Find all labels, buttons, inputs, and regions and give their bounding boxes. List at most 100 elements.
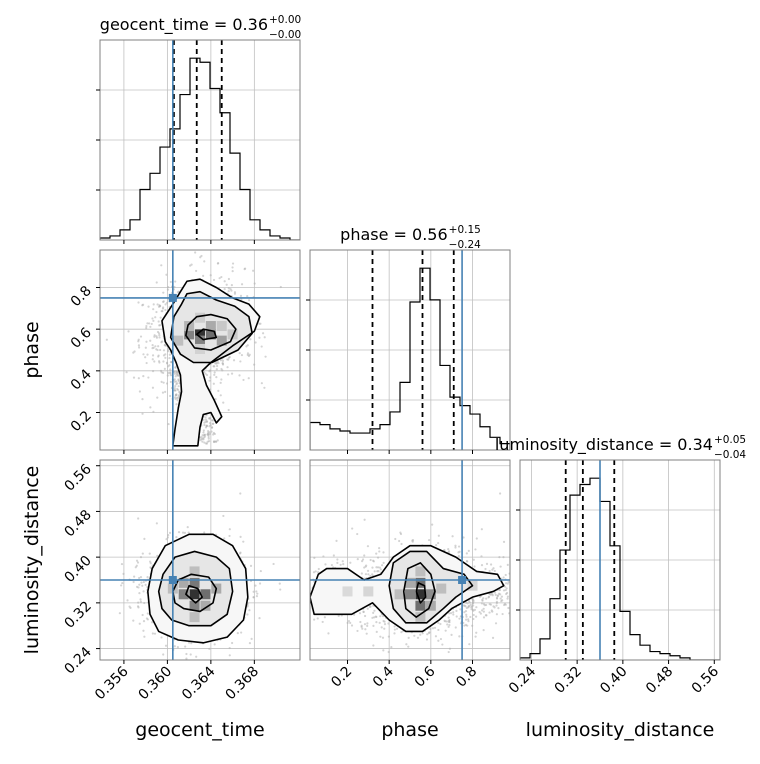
histogram-step-luminosity_distance	[520, 477, 720, 660]
scatter-point	[168, 353, 171, 356]
scatter-point	[248, 609, 251, 612]
scatter-point	[207, 417, 211, 420]
scatter-point	[378, 550, 381, 553]
scatter-point	[176, 399, 179, 402]
scatter-point	[506, 595, 510, 598]
scatter-point	[378, 546, 381, 550]
scatter-point	[371, 566, 374, 569]
scatter-point	[132, 580, 135, 584]
scatter-point	[215, 376, 218, 379]
title-upper-phase: +0.15	[449, 224, 481, 236]
scatter-point	[475, 631, 478, 634]
density-cell	[216, 335, 227, 346]
scatter-point	[137, 606, 140, 609]
scatter-point	[157, 345, 160, 348]
scatter-point	[165, 301, 169, 304]
scatter-point	[468, 601, 471, 604]
scatter-point	[174, 394, 177, 397]
scatter-point	[378, 621, 381, 624]
scatter-point	[240, 298, 243, 301]
scatter-point	[279, 285, 282, 289]
scatter-point	[465, 615, 468, 618]
scatter-point	[137, 517, 140, 520]
scatter-point	[435, 543, 438, 547]
density-cell	[189, 577, 200, 588]
scatter-point	[151, 370, 155, 373]
scatter-point	[145, 324, 148, 328]
scatter-point	[165, 273, 168, 276]
scatter-point	[157, 320, 160, 323]
scatter-point	[164, 644, 168, 647]
scatter-point	[158, 334, 161, 337]
density-cell	[363, 586, 374, 597]
scatter-point	[155, 281, 158, 284]
scatter-point	[349, 561, 352, 564]
contour-line-0	[161, 278, 261, 447]
scatter-point	[132, 376, 136, 379]
scatter-point	[139, 576, 143, 579]
scatter-point	[373, 609, 376, 612]
scatter-point	[137, 301, 140, 304]
scatter-point	[439, 637, 443, 641]
scatter-point	[146, 353, 149, 356]
scatter-point	[467, 605, 470, 608]
scatter-point	[157, 305, 161, 308]
scatter-point	[441, 643, 444, 646]
scatter-point	[213, 373, 216, 376]
scatter-point	[156, 554, 159, 558]
scatter-point	[158, 336, 161, 339]
scatter-point	[120, 584, 123, 587]
scatter-point	[227, 373, 230, 376]
scatter-point	[248, 642, 252, 645]
scatter-point	[363, 614, 367, 618]
scatter-point	[471, 624, 474, 627]
scatter-point	[147, 305, 150, 308]
injection-marker	[168, 576, 177, 584]
histogram-title-luminosity_distance: luminosity_distance = 0.34	[495, 435, 713, 455]
scatter-point	[225, 283, 228, 286]
scatter-point	[448, 612, 451, 615]
scatter-point	[162, 360, 165, 363]
scatter-point	[482, 602, 485, 606]
scatter-point	[146, 322, 149, 325]
scatter-point	[312, 571, 316, 574]
scatter-point	[209, 274, 212, 277]
scatter-point	[321, 620, 324, 624]
scatter-point	[407, 636, 410, 640]
scatter-point	[439, 622, 442, 626]
scatter-point	[160, 380, 163, 384]
scatter-point	[493, 591, 497, 594]
scatter-point	[369, 574, 372, 578]
scatter-point	[482, 610, 485, 613]
scatter-point	[482, 616, 486, 619]
scatter-point	[249, 564, 253, 567]
scatter-point	[465, 613, 468, 616]
scatter-point	[151, 621, 154, 624]
scatter-point	[149, 325, 152, 328]
scatter-point	[151, 386, 155, 389]
density-cell	[425, 589, 436, 600]
scatter-point	[160, 264, 163, 267]
scatter-point	[353, 613, 356, 616]
density-cell	[342, 586, 353, 597]
x-tick-label-luminosity_distance: 0.40	[597, 664, 630, 697]
scatter-point	[480, 528, 483, 531]
x-tick-label-luminosity_distance: 0.32	[552, 664, 585, 697]
scatter-point	[150, 322, 153, 326]
scatter-point	[427, 538, 431, 542]
scatter-point	[371, 616, 374, 619]
scatter-point	[164, 390, 167, 393]
scatter-point	[218, 277, 221, 280]
density-cell	[394, 589, 405, 600]
scatter-point	[127, 330, 130, 333]
scatter-point	[208, 421, 212, 425]
scatter-point	[454, 544, 457, 547]
scatter-point	[394, 537, 397, 541]
scatter-point	[374, 615, 377, 618]
scatter-point	[506, 563, 509, 567]
scatter-point	[502, 576, 505, 579]
scatter-point	[169, 368, 172, 371]
scatter-point	[239, 535, 242, 539]
scatter-point	[369, 558, 372, 562]
scatter-point	[137, 340, 140, 343]
